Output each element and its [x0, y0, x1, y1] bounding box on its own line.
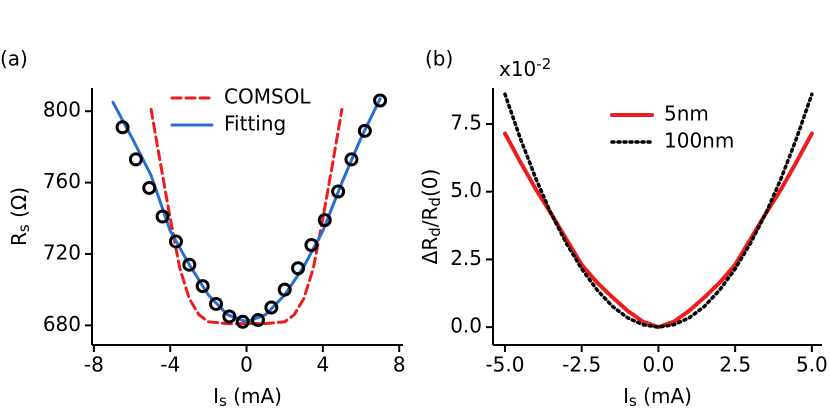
data-point — [128, 152, 143, 167]
y-axis-label-part: /R — [418, 206, 442, 227]
y-tick-label: 0.0 — [450, 314, 482, 338]
y-axis-label-part: (0) — [418, 169, 442, 197]
y-axis-label-part: R — [7, 232, 31, 246]
data-point — [235, 314, 250, 329]
y-axis-label: ΔRd/Rd(0) — [418, 169, 445, 265]
y-tick-label: 720 — [43, 240, 81, 264]
y-axis-label-part: d — [426, 197, 444, 207]
panel-label: (b) — [425, 47, 453, 71]
data-point — [317, 213, 332, 228]
data-line — [503, 92, 814, 329]
x-tick-label: 2.5 — [719, 353, 751, 377]
x-tick-label: -2.5 — [562, 353, 601, 377]
data-line — [149, 107, 344, 326]
x-axis-label-part: I — [623, 384, 629, 408]
data-point — [195, 279, 210, 294]
data-point — [304, 238, 319, 253]
x-axis-label-part: (mA) — [637, 384, 692, 408]
data-point — [209, 296, 224, 311]
x-tick-label: 0.0 — [643, 353, 675, 377]
x-tick-label: -5.0 — [485, 353, 524, 377]
y-tick-label: 7.5 — [450, 111, 482, 135]
data-point — [357, 123, 372, 138]
x-axis-label-part: (mA) — [227, 384, 282, 408]
y-axis-label-part: s — [15, 224, 33, 232]
x-axis-label-part: s — [629, 392, 637, 410]
x-axis-label-part: s — [219, 392, 227, 410]
y-axis-label-part: (Ω) — [7, 187, 31, 224]
y-axis-label-part: d — [426, 227, 444, 237]
data-point — [155, 209, 170, 224]
data-point — [264, 300, 279, 315]
x-axis-label-part: I — [213, 384, 219, 408]
legend-label: 5nm — [664, 102, 709, 126]
y-tick-label: 5.0 — [450, 178, 482, 202]
x-tick-label: -8 — [84, 353, 104, 377]
y-tick-label: 800 — [43, 98, 81, 122]
axis-multiplier-part: x10 — [499, 57, 536, 81]
data-point — [168, 234, 183, 249]
data-point — [182, 257, 197, 272]
data-point — [331, 184, 346, 199]
data-line — [503, 131, 814, 330]
y-tick-label: 760 — [43, 169, 81, 193]
data-point — [115, 120, 130, 135]
data-point — [373, 93, 388, 108]
data-point — [277, 282, 292, 297]
x-tick-label: 4 — [316, 353, 329, 377]
y-axis-label-part: ΔR — [418, 237, 442, 265]
panel-label: (a) — [0, 47, 28, 71]
y-tick-label: 680 — [43, 312, 81, 336]
x-tick-label: -4 — [160, 353, 180, 377]
x-tick-label: 8 — [393, 353, 406, 377]
legend-label: Fitting — [224, 112, 286, 136]
x-axis-label: Is (mA) — [623, 384, 692, 411]
x-tick-label: 5.0 — [796, 353, 828, 377]
data-point — [222, 309, 237, 324]
legend-label: 100nm — [664, 129, 734, 153]
axis-multiplier-part: -2 — [536, 55, 551, 73]
axis-multiplier: x10-2 — [499, 55, 551, 81]
data-point — [291, 261, 306, 276]
data-line — [111, 97, 382, 324]
y-tick-label: 2.5 — [450, 246, 482, 270]
data-point — [250, 313, 265, 328]
y-axis-label: Rs (Ω) — [7, 187, 34, 246]
data-point — [344, 152, 359, 167]
data-point — [142, 180, 157, 195]
x-tick-label: 0 — [240, 353, 253, 377]
x-axis-label: Is (mA) — [213, 384, 282, 411]
legend-label: COMSOL — [224, 85, 311, 109]
